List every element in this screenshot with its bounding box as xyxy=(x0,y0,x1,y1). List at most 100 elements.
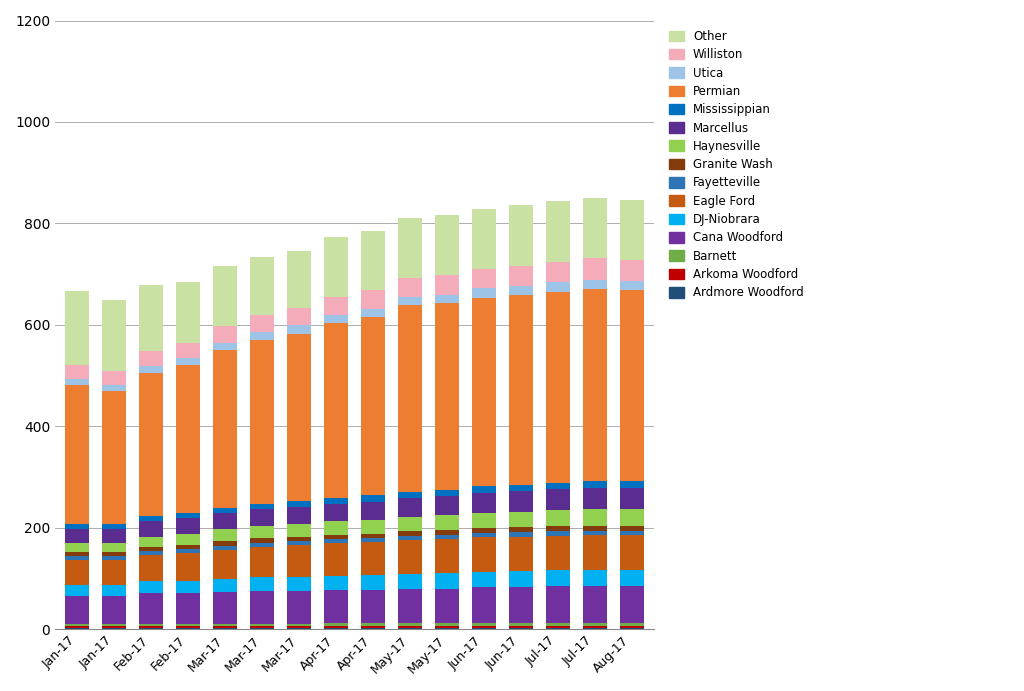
Bar xyxy=(620,626,644,628)
Bar xyxy=(139,516,163,521)
Bar xyxy=(66,543,89,552)
Bar xyxy=(250,547,274,577)
Bar xyxy=(324,237,348,297)
Bar xyxy=(324,323,348,498)
Bar xyxy=(435,216,459,275)
Bar xyxy=(213,513,238,529)
Bar xyxy=(250,577,274,591)
Bar xyxy=(213,579,238,592)
Bar xyxy=(213,529,238,541)
Bar xyxy=(102,626,126,628)
Bar xyxy=(102,529,126,543)
Bar xyxy=(361,290,385,309)
Bar xyxy=(435,275,459,294)
Bar xyxy=(546,483,570,489)
Bar xyxy=(213,628,238,630)
Bar xyxy=(435,490,459,496)
Bar xyxy=(139,594,163,624)
Bar xyxy=(139,536,163,547)
Bar xyxy=(213,508,238,513)
Bar xyxy=(509,295,532,485)
Bar xyxy=(102,628,126,630)
Bar xyxy=(620,531,644,535)
Bar xyxy=(66,560,89,585)
Bar xyxy=(361,533,385,538)
Bar xyxy=(287,252,311,308)
Bar xyxy=(213,265,238,326)
Bar xyxy=(583,626,607,628)
Bar xyxy=(250,315,274,332)
Bar xyxy=(176,343,200,358)
Bar xyxy=(398,623,422,626)
Bar xyxy=(324,626,348,628)
Bar xyxy=(435,515,459,530)
Bar xyxy=(509,286,532,295)
Bar xyxy=(435,539,459,573)
Bar xyxy=(509,626,532,628)
Bar xyxy=(66,365,89,379)
Bar xyxy=(509,628,532,630)
Bar xyxy=(509,527,532,533)
Bar xyxy=(176,282,200,343)
Bar xyxy=(361,623,385,626)
Bar xyxy=(435,535,459,539)
Bar xyxy=(435,496,459,515)
Bar xyxy=(176,626,200,628)
Bar xyxy=(139,285,163,351)
Bar xyxy=(435,303,459,490)
Bar xyxy=(361,520,385,533)
Bar xyxy=(66,585,89,596)
Bar xyxy=(287,626,311,628)
Bar xyxy=(398,589,422,623)
Bar xyxy=(287,541,311,545)
Bar xyxy=(546,489,570,510)
Bar xyxy=(139,555,163,581)
Bar xyxy=(509,265,532,286)
Bar xyxy=(509,623,532,626)
Bar xyxy=(435,628,459,630)
Bar xyxy=(324,521,348,535)
Bar xyxy=(139,551,163,555)
Bar xyxy=(620,481,644,488)
Bar xyxy=(324,315,348,323)
Bar xyxy=(361,590,385,623)
Bar xyxy=(213,541,238,546)
Bar xyxy=(583,280,607,290)
Bar xyxy=(509,587,532,623)
Bar xyxy=(546,628,570,630)
Bar xyxy=(287,624,311,626)
Bar xyxy=(398,492,422,498)
Bar xyxy=(509,571,532,587)
Bar xyxy=(213,550,238,579)
Bar xyxy=(361,231,385,290)
Bar xyxy=(472,628,496,630)
Bar xyxy=(250,624,274,626)
Bar xyxy=(102,370,126,385)
Bar xyxy=(472,533,496,537)
Bar xyxy=(398,574,422,589)
Bar xyxy=(287,524,311,536)
Bar xyxy=(139,521,163,536)
Bar xyxy=(546,626,570,628)
Bar xyxy=(620,488,644,509)
Bar xyxy=(250,526,274,538)
Bar xyxy=(620,526,644,531)
Bar xyxy=(546,292,570,483)
Bar xyxy=(620,569,644,586)
Bar xyxy=(472,528,496,533)
Bar xyxy=(509,512,532,527)
Bar xyxy=(583,531,607,535)
Bar xyxy=(472,626,496,628)
Bar xyxy=(176,365,200,513)
Bar xyxy=(546,570,570,586)
Legend: Other, Williston, Utica, Permian, Mississippian, Marcellus, Haynesville, Granite: Other, Williston, Utica, Permian, Missis… xyxy=(666,26,807,303)
Bar xyxy=(620,623,644,626)
Bar xyxy=(250,542,274,547)
Bar xyxy=(472,493,496,513)
Bar xyxy=(620,260,644,281)
Bar xyxy=(176,533,200,545)
Bar xyxy=(324,498,348,504)
Bar xyxy=(324,576,348,590)
Bar xyxy=(287,501,311,507)
Bar xyxy=(213,624,238,626)
